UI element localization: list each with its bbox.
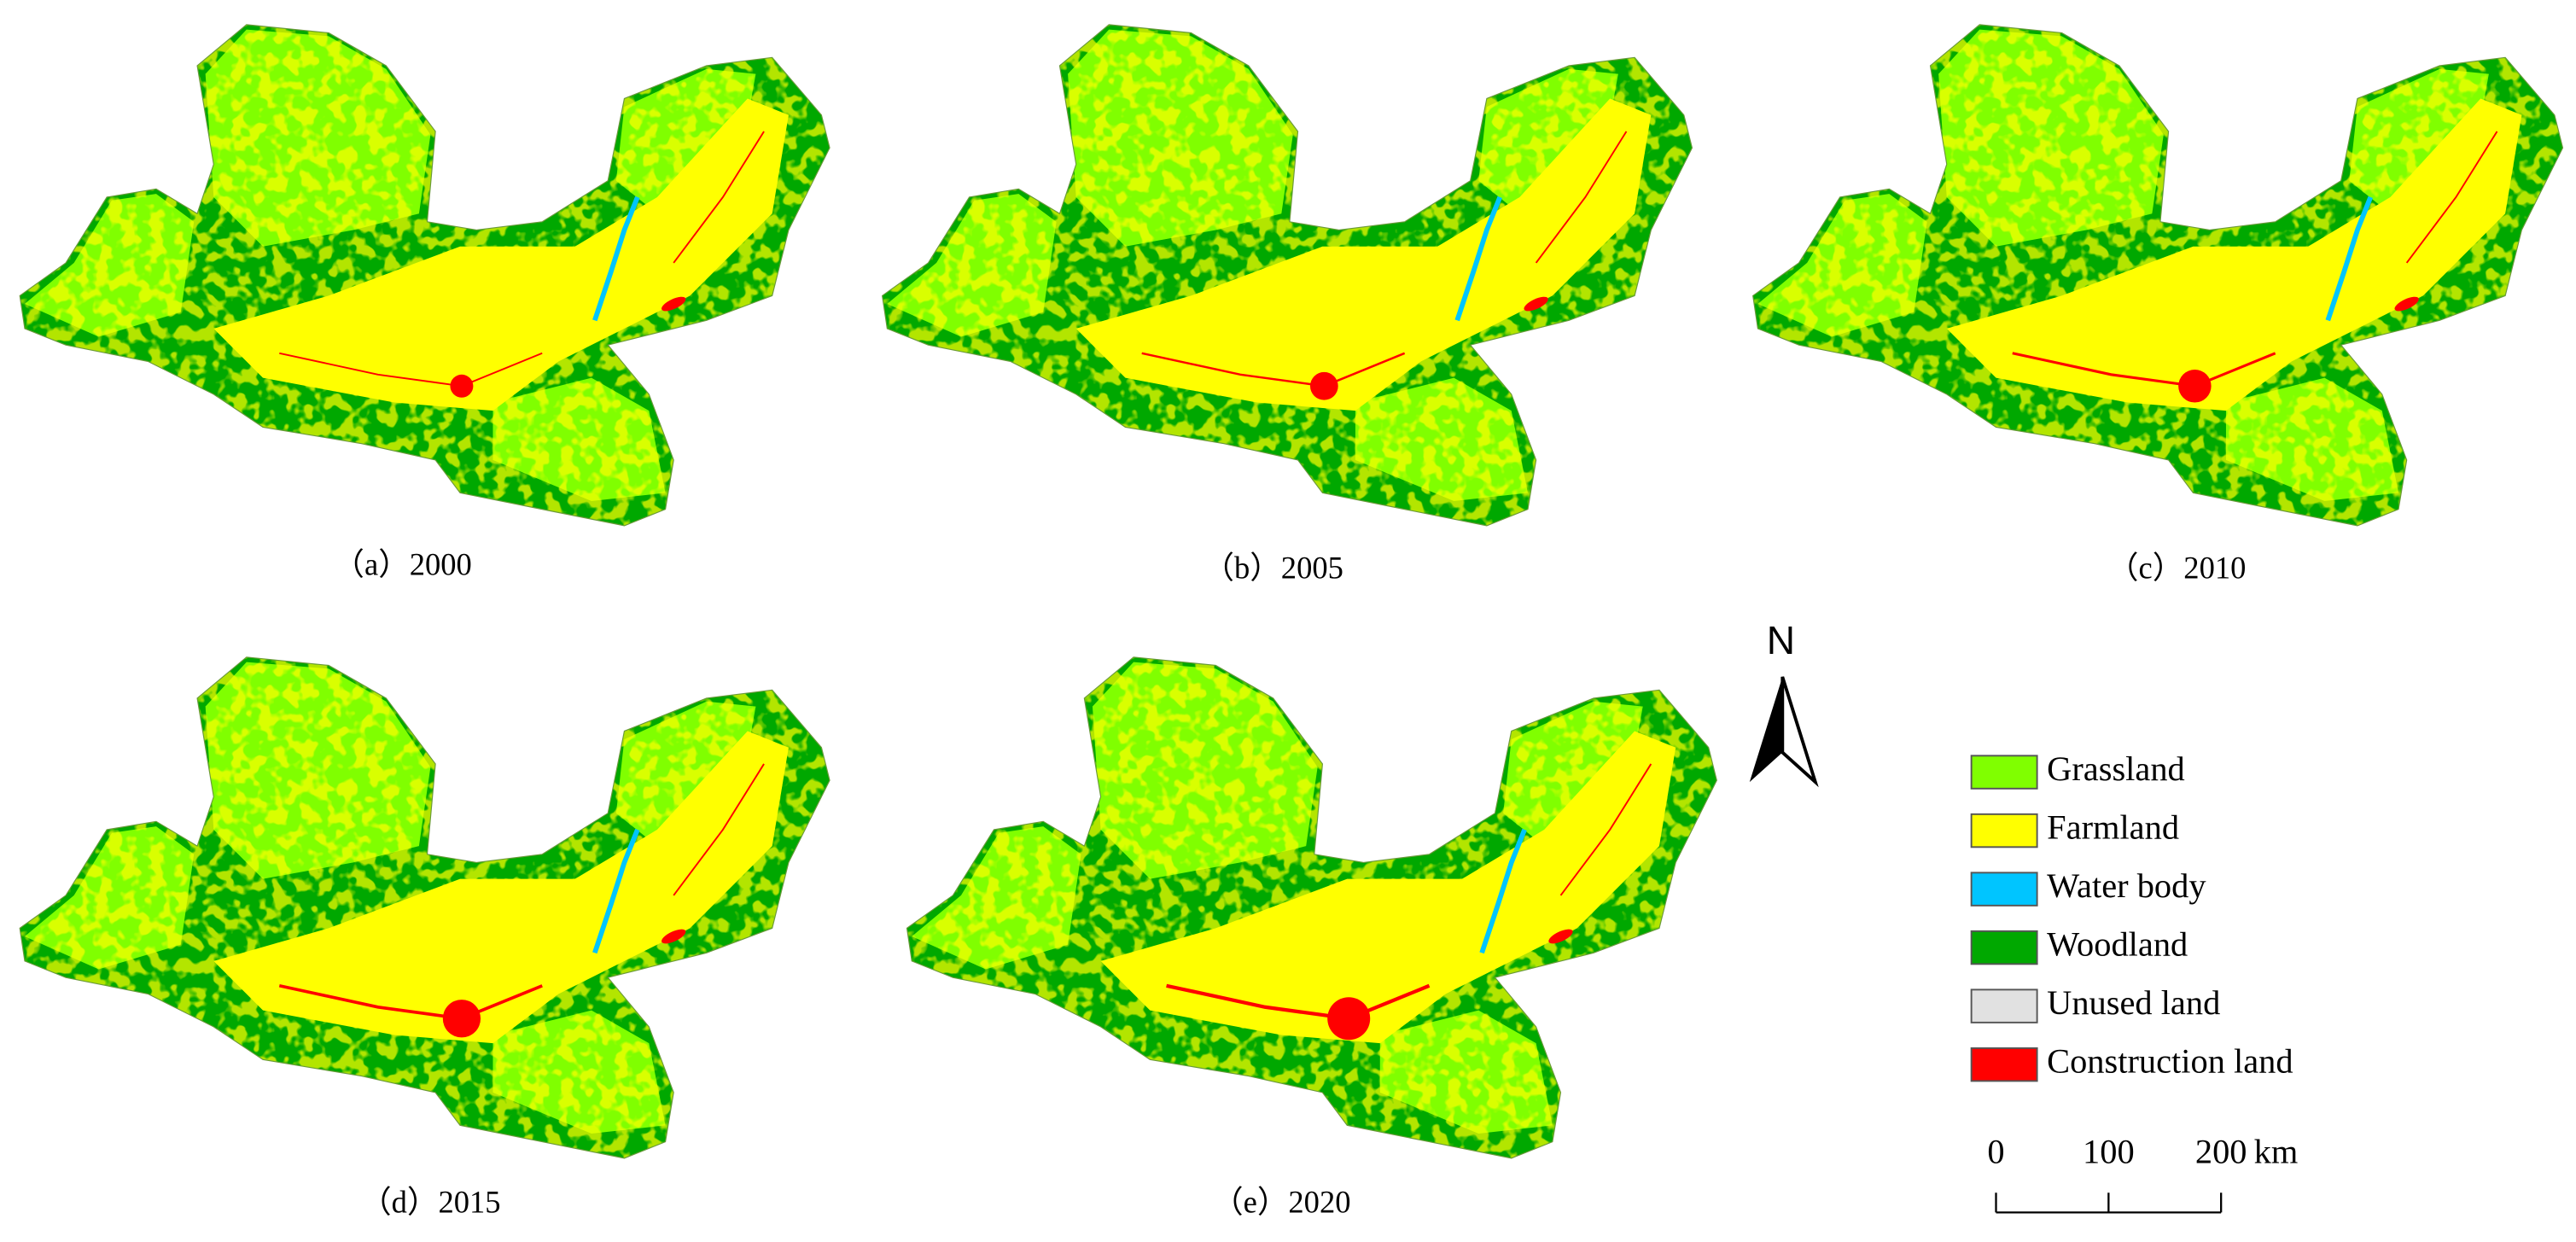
river [2325, 195, 2373, 322]
built-strip [278, 983, 543, 1021]
arrow-left [1749, 676, 1783, 783]
city-2 [661, 296, 686, 312]
map-panel [19, 24, 830, 527]
map-outline [881, 24, 1693, 527]
farmland-area [213, 731, 789, 1044]
map-panel [906, 656, 1717, 1159]
arrow-right [1780, 676, 1819, 788]
map-body [1752, 24, 2563, 526]
built-strip [2012, 352, 2276, 388]
built-strip [279, 352, 543, 388]
city-2 [1548, 929, 1573, 944]
legend-swatch [1970, 988, 2038, 1023]
built-strip-2 [673, 763, 765, 896]
map-caption: （b）2005 [1203, 550, 1343, 585]
built-strip [1166, 983, 1431, 1021]
river [1454, 195, 1502, 322]
map-outline [906, 656, 1717, 1159]
city-2 [1524, 296, 1548, 312]
scale-unit: km [2254, 1133, 2299, 1171]
legend-label: Grassland [2047, 749, 2185, 788]
built-strip-2 [673, 131, 765, 264]
farmland-area [1075, 98, 1652, 411]
legend-label: Woodland [2047, 924, 2188, 963]
farmland-area [1946, 98, 2522, 411]
map-caption: （c）2010 [2107, 550, 2246, 585]
map-panel [19, 656, 830, 1159]
legend-label: Construction land [2047, 1041, 2293, 1080]
legend-label: Water body [2047, 866, 2206, 905]
map-caption: （a）2000 [333, 547, 471, 582]
map-body [20, 24, 830, 526]
river [592, 828, 640, 954]
north-arrow: N [1749, 618, 1819, 788]
built-strip-2 [2405, 131, 2498, 264]
map-body [882, 24, 1693, 526]
scale-bar: 0 100 200 km [1987, 1133, 2299, 1214]
map-body [20, 656, 830, 1158]
river [592, 195, 640, 322]
map-caption: （d）2015 [360, 1184, 500, 1219]
legend-label: Farmland [2047, 808, 2179, 846]
legend-swatch [1970, 872, 2038, 907]
map-outline [19, 656, 830, 1159]
legend-swatch [1970, 755, 2038, 790]
city-2 [2394, 296, 2419, 312]
scale-label: 100 [2083, 1133, 2135, 1171]
city-2 [661, 929, 686, 944]
legend: Grassland Farmland Water body Woodland Unuse… [1970, 749, 2293, 1082]
map-body [906, 656, 1717, 1158]
scale-label: 0 [1987, 1133, 2004, 1171]
map-panel [881, 24, 1693, 527]
north-label: N [1767, 618, 1795, 662]
built-strip-2 [1535, 131, 1628, 264]
map-panel [1752, 24, 2564, 527]
legend-swatch [1970, 813, 2038, 848]
map-outline [19, 24, 830, 527]
map-outline [1752, 24, 2564, 527]
farmland-area [213, 98, 789, 411]
legend-swatch [1970, 1047, 2038, 1082]
legend-label: Unused land [2047, 983, 2220, 1022]
farmland-area [1100, 731, 1676, 1044]
built-strip-2 [1559, 763, 1652, 896]
legend-swatch [1970, 930, 2038, 965]
map-caption: （e）2020 [1212, 1184, 1350, 1219]
scale-label: 200 [2195, 1133, 2247, 1171]
built-strip [1141, 352, 1406, 388]
river [1479, 828, 1527, 954]
